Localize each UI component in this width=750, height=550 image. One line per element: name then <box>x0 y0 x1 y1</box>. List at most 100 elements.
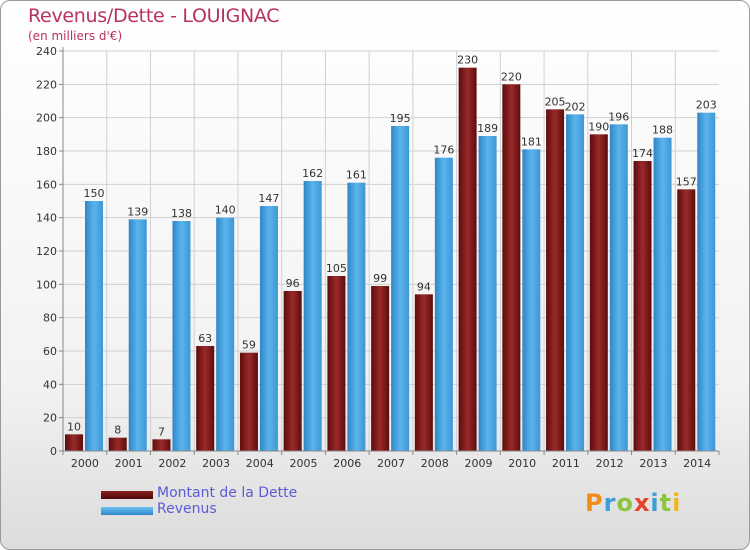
bar-debt <box>65 434 83 451</box>
y-tick-label: 0 <box>50 445 57 458</box>
bar-revenue <box>434 157 453 451</box>
grid <box>63 50 719 451</box>
data-label-revenue: 176 <box>433 144 454 157</box>
x-tick-label: 2004 <box>246 457 274 470</box>
data-label-revenue: 202 <box>565 100 586 113</box>
proxiti-logo: Proxiti <box>585 489 681 517</box>
data-label-revenue: 196 <box>608 110 629 123</box>
data-label-debt: 94 <box>417 280 431 293</box>
legend-swatch-debt <box>101 491 153 499</box>
bar-debt <box>283 291 302 451</box>
data-labels: 10 150 8 139 7 138 63 140 59 147 96 162 105 161 99 195 9… <box>67 54 717 439</box>
x-tick-label: 2013 <box>639 457 667 470</box>
data-label-debt: 157 <box>676 175 697 188</box>
data-label-revenue: 181 <box>521 135 542 148</box>
bar-debt <box>546 109 565 451</box>
bar-debt <box>458 67 477 452</box>
bar-debt <box>589 134 608 452</box>
bar-revenue <box>85 201 103 451</box>
logo-letter: x <box>633 489 651 517</box>
data-label-debt: 99 <box>373 272 387 285</box>
data-label-debt: 8 <box>114 424 121 437</box>
y-tick-label: 220 <box>36 78 57 91</box>
data-label-debt: 96 <box>286 277 300 290</box>
y-tick-label: 80 <box>43 312 57 325</box>
bar-debt <box>502 84 521 451</box>
data-label-revenue: 161 <box>346 169 367 182</box>
bar-debt <box>677 189 696 452</box>
y-tick-label: 120 <box>36 245 57 258</box>
bar-debt <box>327 276 346 451</box>
y-tick-label: 40 <box>43 378 57 391</box>
data-label-debt: 190 <box>588 120 609 133</box>
y-tick-label: 240 <box>36 45 57 58</box>
bar-debt <box>239 352 258 451</box>
data-label-revenue: 140 <box>215 204 236 217</box>
x-tick-label: 2007 <box>377 457 405 470</box>
y-tick-label: 200 <box>36 112 57 125</box>
x-tick-label: 2001 <box>115 457 143 470</box>
x-tick-label: 2009 <box>464 457 492 470</box>
logo-letter: P <box>585 489 604 517</box>
data-label-debt: 10 <box>67 420 81 433</box>
x-tick-label: 2011 <box>552 457 580 470</box>
bar-revenue <box>609 124 628 451</box>
data-label-debt: 105 <box>326 262 347 275</box>
bar-revenue <box>478 136 497 451</box>
bar-debt <box>196 346 215 451</box>
data-label-revenue: 203 <box>696 99 717 112</box>
logo-letter: t <box>659 489 673 517</box>
data-label-revenue: 139 <box>127 205 148 218</box>
x-tick-label: 2008 <box>421 457 449 470</box>
chart-title: Revenus/Dette - LOUIGNAC <box>28 5 280 27</box>
data-label-revenue: 162 <box>302 167 323 180</box>
bar-debt <box>108 437 127 451</box>
bar-revenue <box>128 219 147 451</box>
x-tick-label: 2000 <box>71 457 99 470</box>
data-label-revenue: 150 <box>84 187 105 200</box>
data-label-revenue: 189 <box>477 122 498 135</box>
y-tick-label: 60 <box>43 345 57 358</box>
x-tick-label: 2006 <box>333 457 361 470</box>
bar-revenue <box>391 126 410 451</box>
bar-debt <box>414 294 433 451</box>
bar-revenue <box>259 206 278 451</box>
data-label-revenue: 147 <box>258 192 279 205</box>
chart-subtitle: (en milliers d'€) <box>28 29 123 43</box>
data-label-debt: 174 <box>632 147 653 160</box>
x-tick-label: 2014 <box>683 457 711 470</box>
bar-revenue <box>522 149 541 452</box>
bar-revenue <box>172 221 191 451</box>
data-label-debt: 63 <box>198 332 212 345</box>
y-tick-label: 20 <box>43 412 57 425</box>
bar-revenue <box>566 114 585 451</box>
logo-letter: i <box>650 489 660 517</box>
bars <box>65 67 716 452</box>
data-label-revenue: 138 <box>171 207 192 220</box>
bar-revenue <box>303 181 322 451</box>
bar-revenue <box>697 112 716 452</box>
bar-revenue <box>347 182 366 451</box>
bar-revenue <box>216 217 235 451</box>
y-tick-label: 160 <box>36 178 57 191</box>
logo-letter: i <box>672 489 682 517</box>
data-label-debt: 205 <box>545 95 566 108</box>
legend-label-revenue: Revenus <box>157 501 217 517</box>
data-label-debt: 59 <box>242 339 256 352</box>
y-tick-label: 100 <box>36 278 57 291</box>
legend-swatch-revenue <box>101 507 153 515</box>
data-label-debt: 7 <box>158 425 165 438</box>
legend-label-debt: Montant de la Dette <box>157 485 298 501</box>
x-tick-label: 2012 <box>596 457 624 470</box>
x-tick-label: 2003 <box>202 457 230 470</box>
data-label-revenue: 188 <box>652 124 673 137</box>
data-label-debt: 220 <box>501 70 522 83</box>
bar-debt <box>152 439 171 451</box>
bar-debt <box>371 286 390 451</box>
data-label-debt: 230 <box>457 54 478 67</box>
data-label-revenue: 195 <box>390 112 411 125</box>
y-tick-label: 140 <box>36 212 57 225</box>
bar-revenue <box>653 137 672 451</box>
